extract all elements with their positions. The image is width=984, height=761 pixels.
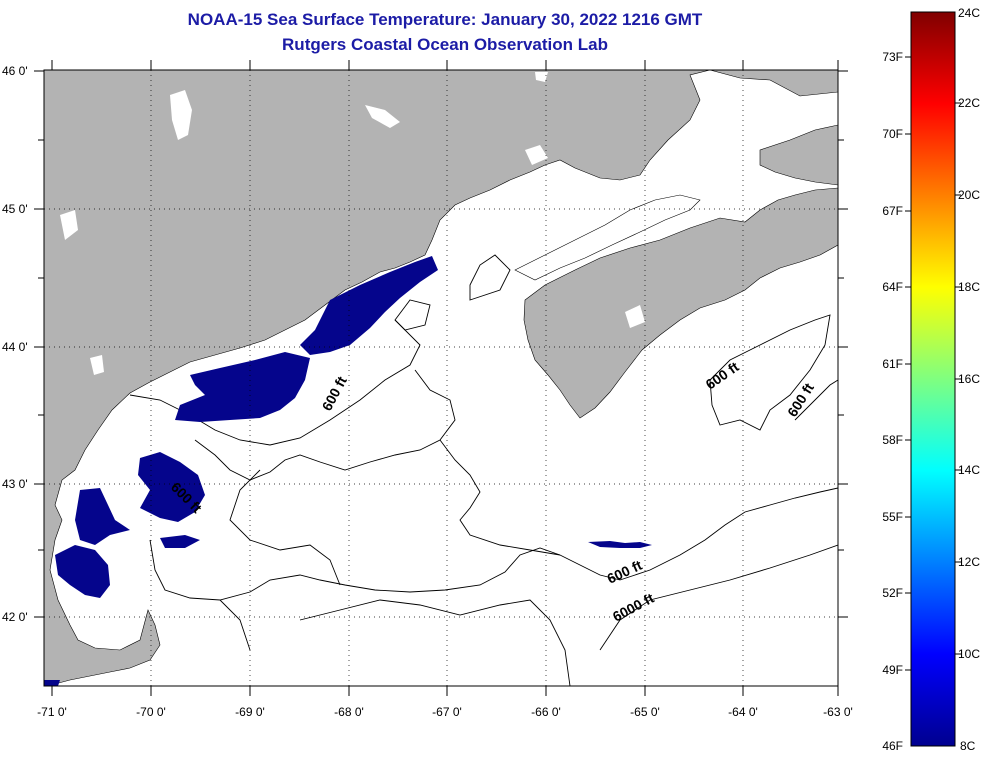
lon-label: -70 0' — [136, 705, 166, 719]
lat-label: 45 0' — [2, 202, 28, 216]
lon-label: -71 0' — [37, 705, 67, 719]
lon-label: -63 0' — [823, 705, 853, 719]
title-line-1: NOAA-15 Sea Surface Temperature: January… — [187, 10, 703, 29]
colorbar-f-label: 67F — [882, 204, 903, 218]
colorbar-c-label: 24C — [958, 6, 980, 20]
lon-label: -65 0' — [630, 705, 660, 719]
colorbar-ticks — [905, 56, 961, 671]
lake — [60, 210, 78, 240]
land-northeast — [759, 124, 838, 186]
lake — [525, 145, 548, 165]
colorbar-f-label: 61F — [882, 357, 903, 371]
isobath-contours — [129, 254, 838, 686]
colorbar-c-label: 10C — [958, 647, 980, 661]
colorbar-c-label: 8C — [960, 739, 976, 753]
map-frame — [43, 69, 839, 687]
cold-sst-patches — [44, 256, 652, 686]
bay-of-fundy — [514, 194, 701, 281]
lon-label: -68 0' — [334, 705, 364, 719]
colorbar-c-label: 14C — [958, 463, 980, 477]
lon-label: -66 0' — [531, 705, 561, 719]
lon-label: -69 0' — [235, 705, 265, 719]
lake — [625, 305, 645, 328]
colorbar-f-label: 49F — [882, 663, 903, 677]
colorbar-c-label: 22C — [958, 96, 980, 110]
lat-label: 46 0' — [2, 64, 28, 78]
colorbar-f-label: 64F — [882, 280, 903, 294]
land-mainland — [44, 70, 838, 686]
title-line-2: Rutgers Coastal Ocean Observation Lab — [282, 35, 608, 54]
lat-label: 42 0' — [2, 610, 28, 624]
colorbar-c-label: 20C — [958, 188, 980, 202]
colorbar-f-label: 46F — [882, 739, 903, 753]
colorbar-f-label: 58F — [882, 433, 903, 447]
lake — [170, 90, 192, 140]
lat-label: 44 0' — [2, 340, 28, 354]
land-nova-scotia — [523, 187, 838, 419]
lake — [365, 105, 400, 128]
axis-ticks — [34, 60, 848, 696]
colorbar-c-label: 16C — [958, 372, 980, 386]
lake — [90, 355, 104, 375]
colorbar-f-label: 55F — [882, 510, 903, 524]
lon-label: -64 0' — [728, 705, 758, 719]
colorbar-f-label: 52F — [882, 586, 903, 600]
colorbar-c-label: 18C — [958, 280, 980, 294]
colorbar-f-label: 73F — [882, 50, 903, 64]
colorbar-f-label: 70F — [882, 127, 903, 141]
lat-label: 43 0' — [2, 477, 28, 491]
colorbar-gradient — [910, 11, 956, 747]
lon-label: -67 0' — [432, 705, 462, 719]
colorbar-c-label: 12C — [958, 555, 980, 569]
lake — [535, 72, 548, 82]
